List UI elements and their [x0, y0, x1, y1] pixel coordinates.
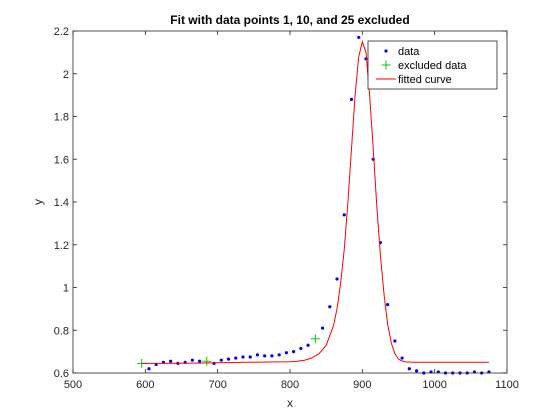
legend-entry: data: [384, 46, 420, 58]
x-tick-label: 600: [136, 379, 154, 391]
data-point: [335, 277, 339, 281]
data-point: [284, 351, 288, 355]
data-point: [299, 346, 303, 351]
data-point: [342, 213, 346, 217]
data-point: [349, 97, 354, 101]
y-tick-label: 2: [63, 69, 69, 81]
y-tick-label: 2.2: [54, 26, 69, 38]
data-point: [219, 358, 223, 362]
data-point: [386, 303, 390, 307]
legend-marker-excluded: [381, 60, 391, 70]
x-axis-ticks: 500 600 700 800 900 1000 1100: [64, 31, 519, 391]
y-tick-label: 0.8: [54, 325, 69, 337]
data-point: [328, 305, 332, 309]
y-tick-label: 1.6: [54, 154, 69, 166]
y-tick-label: 0.6: [54, 368, 69, 380]
x-tick-label: 500: [64, 379, 82, 391]
x-tick-label: 800: [281, 379, 299, 391]
data-point: [270, 354, 274, 358]
data-point: [147, 367, 151, 371]
data-point: [169, 359, 173, 363]
data-point: [234, 356, 238, 360]
data-point: [292, 350, 296, 354]
y-tick-label: 1.4: [54, 197, 69, 209]
data-point: [248, 355, 252, 359]
data-point: [414, 369, 419, 373]
fitted-curve-line: [141, 39, 489, 364]
legend-entry: excluded data: [381, 60, 467, 72]
data-point: [407, 367, 411, 371]
excluded-point: [310, 334, 320, 344]
legend-entry: fitted curve: [376, 74, 452, 86]
y-tick-label: 1.8: [54, 112, 69, 124]
data-point: [241, 355, 245, 359]
data-point: [190, 358, 194, 362]
data-point: [357, 35, 361, 40]
data-point: [197, 359, 202, 363]
legend-label: data: [398, 46, 420, 58]
x-axis-label: x: [287, 396, 293, 410]
legend-entries: data excluded data fitted curve: [376, 46, 467, 86]
data-point: [277, 353, 281, 357]
y-axis-label: y: [31, 199, 45, 205]
x-tick-label: 1100: [495, 379, 519, 391]
chart-title: Fit with data points 1, 10, and 25 exclu…: [170, 13, 409, 27]
legend-label: excluded data: [398, 60, 467, 72]
y-tick-label: 1: [63, 283, 69, 295]
legend: data excluded data fitted curve: [367, 40, 498, 90]
data-point: [306, 343, 310, 347]
legend-marker-data: [384, 49, 388, 53]
data-point: [393, 339, 397, 343]
data-point: [320, 326, 325, 330]
x-tick-label: 1000: [422, 379, 446, 391]
data-point: [226, 357, 231, 361]
legend-label: fitted curve: [398, 74, 452, 86]
data-point: [255, 353, 260, 357]
y-axis-ticks: 0.6 0.8 1 1.2 1.4 1.6 1.8 2 2.2: [54, 26, 507, 380]
x-tick-label: 900: [353, 379, 371, 391]
x-tick-label: 700: [208, 379, 226, 391]
data-point: [400, 356, 404, 360]
excluded-point: [202, 356, 212, 366]
data-point: [263, 354, 267, 358]
y-tick-label: 1.2: [54, 240, 69, 252]
